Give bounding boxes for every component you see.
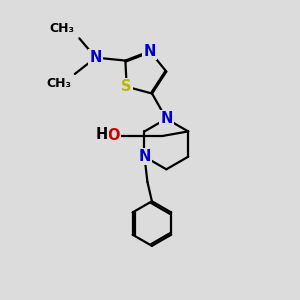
Text: O: O [108, 128, 120, 143]
Text: N: N [144, 44, 156, 59]
Text: CH₃: CH₃ [47, 77, 72, 90]
Text: N: N [138, 149, 151, 164]
Text: N: N [89, 50, 102, 65]
Text: N: N [160, 111, 172, 126]
Text: S: S [122, 79, 132, 94]
Text: CH₃: CH₃ [50, 22, 75, 35]
Text: H: H [96, 127, 108, 142]
